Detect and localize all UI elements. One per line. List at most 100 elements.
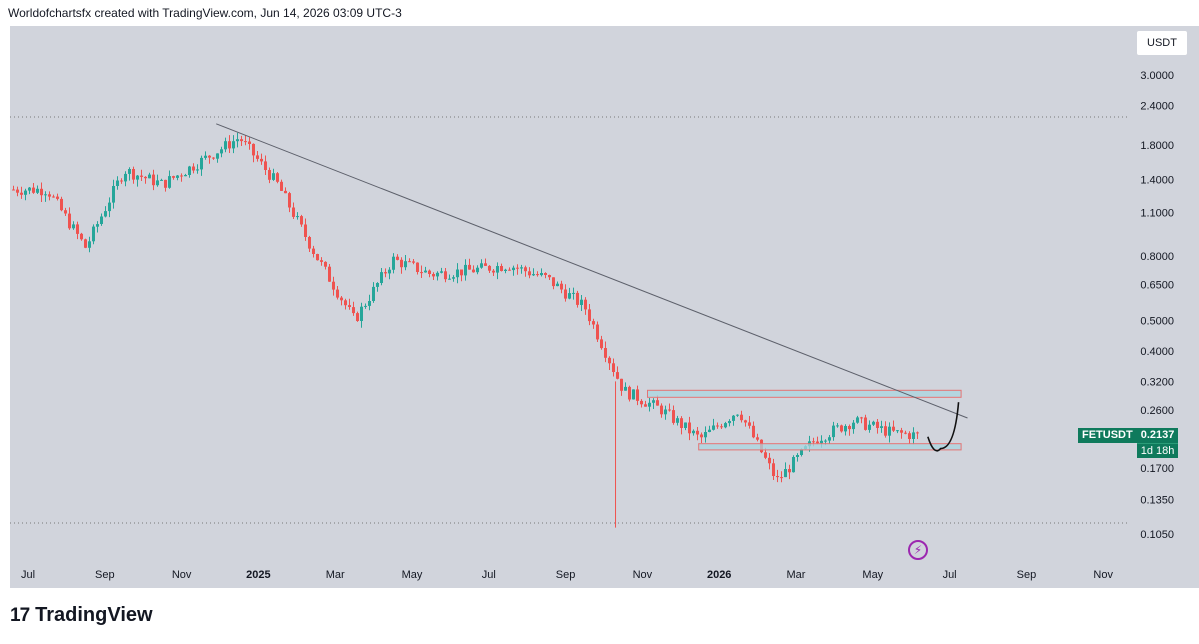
candle-body <box>528 271 531 276</box>
flash-icon[interactable]: ⚡ <box>908 540 928 560</box>
candle-body <box>676 418 679 423</box>
candle-body <box>524 267 527 272</box>
candle-body <box>692 430 695 434</box>
candle-body <box>696 430 699 435</box>
support-zone[interactable] <box>698 443 962 451</box>
candle-body <box>860 417 863 419</box>
price-tick-label: 2.4000 <box>1140 101 1174 113</box>
candle-body <box>388 269 391 274</box>
candle-body <box>252 143 255 156</box>
candle-body <box>192 166 195 171</box>
price-tick-label: 3.0000 <box>1140 70 1174 82</box>
time-tick-label: Nov <box>633 569 653 581</box>
candle-body <box>36 188 39 193</box>
candle-body <box>300 216 303 225</box>
candle-body <box>228 141 231 149</box>
candle-body <box>180 175 183 177</box>
candle-body <box>708 429 711 432</box>
candle-body <box>396 256 399 260</box>
candle-body <box>556 283 559 287</box>
candle-body <box>884 426 887 436</box>
price-tick-label: 0.3200 <box>1140 376 1174 388</box>
candle-body <box>496 266 499 273</box>
candle-body <box>96 224 99 227</box>
candle-body <box>120 180 123 182</box>
candle-body <box>732 415 735 421</box>
candle-body <box>652 400 655 403</box>
candle-body <box>276 173 279 182</box>
candle-body <box>820 440 823 444</box>
candle-body <box>908 433 911 439</box>
candle-body <box>740 414 743 421</box>
price-tick-label: 0.5000 <box>1140 315 1174 327</box>
candle-body <box>580 299 583 305</box>
symbol-price-tag: FETUSDT 0.2137 1d 18h <box>1078 428 1179 458</box>
candle-body <box>468 264 471 270</box>
price-tick-label: 0.1700 <box>1140 463 1174 475</box>
currency-badge[interactable]: USDT <box>1136 30 1188 56</box>
candle-body <box>172 176 175 178</box>
candle-body <box>136 175 139 180</box>
candle-body <box>312 248 315 254</box>
candle-body <box>704 432 707 438</box>
candle-body <box>40 188 43 196</box>
time-tick-label: 2026 <box>707 569 731 581</box>
candle-body <box>260 158 263 162</box>
resistance-zone[interactable] <box>647 389 962 398</box>
candle-body <box>420 272 423 274</box>
candle-body <box>816 441 819 444</box>
candle-body <box>224 141 227 150</box>
candle-body <box>108 202 111 212</box>
projection-path[interactable] <box>927 402 960 452</box>
candle-body <box>416 262 419 272</box>
candle-body <box>512 267 515 271</box>
candle-body <box>104 211 107 217</box>
candle-body <box>268 170 271 180</box>
trendline[interactable] <box>216 123 968 419</box>
candle-body <box>28 187 31 191</box>
candle-body <box>168 176 171 188</box>
candle-body <box>612 363 615 372</box>
price-tick-label: 1.8000 <box>1140 140 1174 152</box>
candle-body <box>68 213 71 229</box>
candle-body <box>684 422 687 428</box>
candle-body <box>552 277 555 287</box>
candle-body <box>248 141 251 144</box>
candle-body <box>444 271 447 280</box>
candle-body <box>776 476 779 478</box>
candle-body <box>604 348 607 358</box>
candle-body <box>272 173 275 180</box>
candle-body <box>872 421 875 425</box>
price-tick-label: 0.8000 <box>1140 251 1174 263</box>
candle-body <box>152 174 155 186</box>
candle-body <box>392 256 395 270</box>
candle-body <box>208 155 211 158</box>
candle-body <box>356 313 359 321</box>
time-tick-label: Nov <box>172 569 192 581</box>
candle-body <box>680 418 683 428</box>
tradingview-logo[interactable]: 17 TradingView <box>10 604 153 627</box>
candle-body <box>712 425 715 430</box>
candle-body <box>772 463 775 476</box>
candle-body <box>812 441 815 443</box>
candle-body <box>720 426 723 428</box>
candle-body <box>672 410 675 423</box>
candle-body <box>156 180 159 186</box>
candle-body <box>624 386 627 391</box>
price-axis-ticks: 3.0000 2.4000 1.8000 1.4000 1.1000 0.8000 0.65… <box>1140 70 1174 541</box>
candle-body <box>52 196 55 198</box>
overlays <box>216 123 968 452</box>
candle-body <box>644 404 647 407</box>
candle-body <box>472 269 475 273</box>
candle-body <box>364 305 367 307</box>
candle-body <box>196 169 199 171</box>
candle-body <box>912 432 915 439</box>
bar-countdown: 1d 18h <box>1136 443 1179 458</box>
candle-body <box>220 149 223 154</box>
candles <box>12 132 919 528</box>
candle-body <box>724 423 727 428</box>
time-tick-label: Mar <box>326 569 345 581</box>
candle-body <box>324 261 327 267</box>
candle-body <box>764 452 767 458</box>
